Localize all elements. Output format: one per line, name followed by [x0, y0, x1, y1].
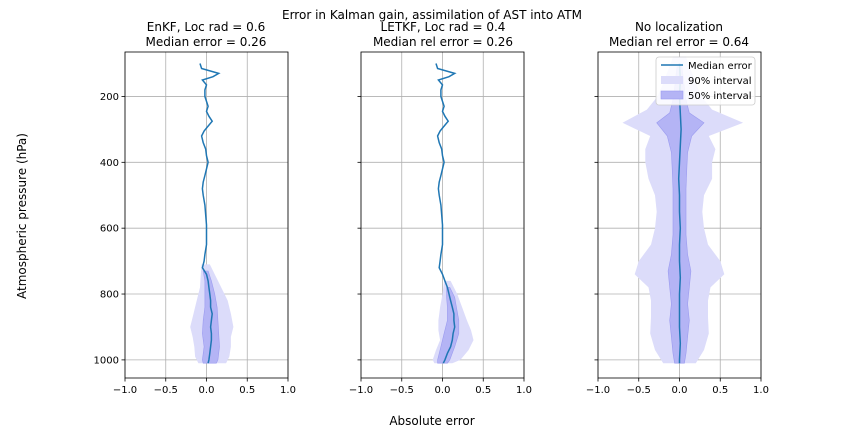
- legend-swatch-50: [660, 90, 684, 100]
- panel-no-localization: No localization Median rel error = 0.64 …: [586, 20, 769, 396]
- y-tick-label: 1000: [94, 355, 119, 366]
- plot-area: −1.0 −0.5 0.0 0.5 1.0: [586, 51, 769, 396]
- x-tick-label: 0.0: [199, 385, 215, 396]
- panel-title-line2: Median rel error = 0.64: [609, 35, 749, 49]
- legend-label-50: 50% interval: [688, 91, 752, 102]
- x-tick-label: 0.5: [475, 385, 491, 396]
- x-tick-label: −1.0: [349, 385, 373, 396]
- figure-ylabel: Atmospheric pressure (hPa): [15, 133, 29, 299]
- plot-area: −1.0 −0.5 0.0 0.5 1.0: [349, 51, 532, 396]
- median-error-line: [677, 63, 682, 364]
- median-error-line: [199, 63, 221, 364]
- x-tick-label: 1.0: [516, 385, 532, 396]
- x-tick-label: −1.0: [113, 385, 137, 396]
- panel-title-line1: EnKF, Loc rad = 0.6: [147, 20, 266, 34]
- y-tick-label: 800: [100, 290, 119, 301]
- legend-swatch-90: [661, 76, 683, 84]
- y-tick-label: 400: [100, 158, 119, 169]
- panel-title-line2: Median error = 0.26: [146, 35, 267, 49]
- legend-label-median: Median error: [688, 61, 753, 72]
- interval-50-band: [437, 287, 460, 364]
- panel-title-line1: No localization: [635, 20, 723, 34]
- legend: Median error 90% interval 50% interval: [655, 56, 756, 106]
- figure-suptitle: Error in Kalman gain, assimilation of AS…: [282, 8, 582, 22]
- y-tick-label: 600: [100, 224, 119, 235]
- x-tick-label: 1.0: [753, 385, 769, 396]
- panel-letkf: LETKF, Loc rad = 0.4 Median rel error = …: [349, 20, 532, 396]
- x-tick-label: −0.5: [627, 385, 651, 396]
- median-error-line: [435, 63, 457, 364]
- plot-area: −1.0 −0.5 0.0 0.5 1.0 200 400 600 800 1000: [94, 51, 296, 396]
- x-tick-label: 0.5: [239, 385, 255, 396]
- x-tick-label: 0.0: [435, 385, 451, 396]
- interval-50-band: [202, 270, 220, 364]
- x-tick-label: −0.5: [390, 385, 414, 396]
- x-tick-label: 0.0: [672, 385, 688, 396]
- x-tick-label: −0.5: [154, 385, 178, 396]
- figure-xlabel: Absolute error: [389, 414, 474, 428]
- x-tick-label: −1.0: [586, 385, 610, 396]
- panel-title-line2: Median rel error = 0.26: [373, 35, 513, 49]
- legend-label-90: 90% interval: [688, 76, 752, 87]
- panel-title-line1: LETKF, Loc rad = 0.4: [381, 20, 506, 34]
- x-tick-label: 0.5: [712, 385, 728, 396]
- panel-enkf: EnKF, Loc rad = 0.6 Median error = 0.26 …: [94, 20, 296, 396]
- x-tick-label: 1.0: [280, 385, 296, 396]
- y-tick-label: 200: [100, 92, 119, 103]
